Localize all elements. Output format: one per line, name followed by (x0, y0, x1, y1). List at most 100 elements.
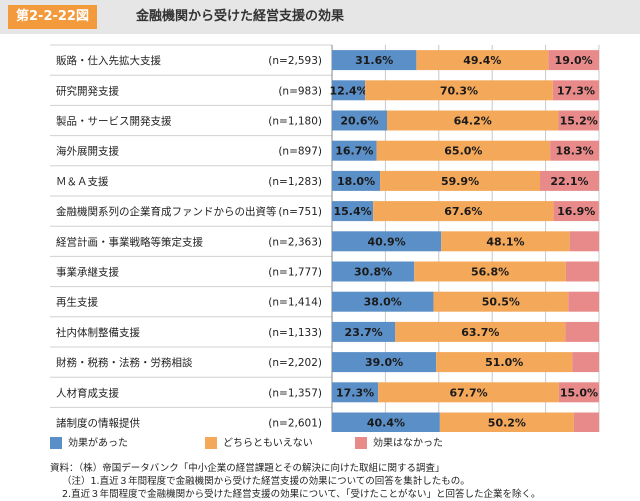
bar-segment (416, 50, 549, 71)
category-label: 経営計画・事業戦略等策定支援 (56, 235, 203, 248)
bar-segment (436, 352, 573, 373)
bar-segment (565, 261, 599, 282)
bar-segment (332, 352, 437, 373)
legend-label-not-effective: 効果はなかった (373, 438, 443, 449)
category-label: 金融機関系列の企業育成ファンドからの出資等 (56, 205, 277, 218)
data-label: 18.3% (555, 145, 593, 158)
data-label: 65.0% (444, 145, 482, 158)
category-label: 海外展開支援 (56, 145, 119, 158)
data-label: 51.0% (485, 356, 523, 369)
figure-title: 金融機関から受けた経営支援の効果 (136, 9, 345, 24)
category-label: 財務・税務・法務・労務相談 (56, 356, 193, 369)
bar-segment (332, 80, 366, 101)
legend-item-neutral: どちらともいえない (205, 437, 313, 451)
bar-segment (568, 291, 599, 312)
bar-segment (332, 201, 374, 222)
data-label: 67.6% (444, 205, 482, 218)
sample-size-label: (n=1,777) (268, 267, 322, 279)
bar-segment (395, 321, 566, 342)
bar-segment (569, 231, 599, 252)
bar-segment (332, 412, 440, 432)
bar-segment (387, 110, 559, 131)
legend-swatch-neutral (205, 437, 217, 449)
category-label: 人材育成支援 (56, 386, 119, 399)
bar-segment (414, 261, 566, 282)
data-label: 16.7% (335, 145, 373, 158)
category-label: 事業承継支援 (56, 266, 119, 279)
data-label: 59.9% (441, 175, 479, 188)
sample-size-label: (n=1,283) (268, 176, 322, 188)
data-label: 50.2% (488, 417, 526, 430)
bar-segment (558, 110, 599, 131)
data-label: 22.1% (550, 175, 588, 188)
bar-segment (332, 231, 442, 252)
data-label: 31.6% (355, 54, 393, 67)
bar-segment (332, 170, 381, 191)
data-label: 50.5% (482, 296, 520, 309)
bar-segment (558, 382, 599, 403)
bar-segment (332, 261, 415, 282)
bar-segment (332, 140, 377, 161)
data-label: 63.7% (461, 326, 499, 339)
data-label: 15.2% (560, 115, 598, 128)
bar-segment (552, 80, 599, 101)
data-label: 20.6% (340, 115, 378, 128)
data-label: 40.4% (367, 417, 405, 430)
sample-size-label: (n=897) (278, 146, 322, 158)
note-2: 2.直近３年間程度で金融機関から受けた経営支援の効果について、「受けたことがない… (62, 489, 541, 500)
legend-swatch-not-effective (355, 437, 367, 449)
bar-segment (332, 321, 396, 342)
category-label: 再生支援 (56, 296, 98, 309)
bar-segment (376, 140, 551, 161)
bar-segment (572, 352, 599, 373)
stacked-bar-chart: 0%20%40%60%80%100%販路・仕入先拡大支援(n=2,593)31.… (50, 44, 600, 432)
bar-segment (332, 382, 379, 403)
bar-segment (332, 291, 434, 312)
bar-segment (365, 80, 553, 101)
sample-size-label: (n=1,133) (268, 327, 322, 339)
data-label: 30.8% (354, 266, 392, 279)
data-label: 40.9% (368, 235, 406, 248)
bar-segment (573, 412, 599, 432)
legend-item-effective: 効果があった (50, 437, 128, 451)
sample-size-label: (n=2,601) (268, 418, 322, 430)
bar-segment (332, 50, 417, 71)
sample-size-label: (n=2,593) (268, 55, 322, 67)
bar-segment (332, 110, 388, 131)
figure-number: 第2-2-22図 (8, 5, 97, 29)
data-label: 17.3% (557, 84, 595, 97)
data-label: 67.7% (449, 386, 487, 399)
bar-segment (439, 412, 574, 432)
data-label: 15.4% (333, 205, 371, 218)
bar-segment (441, 231, 570, 252)
data-label: 56.8% (471, 266, 509, 279)
note-1: （注）1.直近３年間程度で金融機関から受けた経営支援の効果についての回答を集計し… (62, 476, 470, 487)
bar-segment (380, 170, 540, 191)
bar-segment (548, 50, 599, 71)
sample-size-label: (n=751) (278, 206, 322, 218)
sample-size-label: (n=2,202) (268, 357, 322, 369)
data-label: 23.7% (345, 326, 383, 339)
figure-header: 第2-2-22図 金融機関から受けた経営支援の効果 (0, 0, 640, 34)
legend-label-neutral: どちらともいえない (223, 438, 313, 449)
category-label: 研究開発支援 (56, 84, 119, 97)
data-label: 70.3% (440, 84, 478, 97)
legend-label-effective: 効果があった (68, 438, 128, 449)
bar-segment (539, 170, 599, 191)
sample-size-label: (n=1,414) (268, 297, 322, 309)
sample-size-label: (n=1,357) (268, 387, 322, 399)
data-label: 64.2% (454, 115, 492, 128)
data-label: 16.9% (557, 205, 595, 218)
bar-segment (433, 291, 569, 312)
data-label: 18.0% (337, 175, 375, 188)
source-note: 資料：（株）帝国データバンク「中小企業の経営課題とその解決に向けた取組に関する調… (50, 463, 445, 474)
category-label: Ｍ＆Ａ支援 (56, 175, 109, 188)
bar-segment (565, 321, 599, 342)
category-label: 販路・仕入先拡大支援 (56, 54, 161, 67)
data-label: 39.0% (365, 356, 403, 369)
data-label: 49.4% (463, 54, 501, 67)
bar-segment (550, 140, 599, 161)
bar-segment (553, 201, 599, 222)
bar-segment (378, 382, 559, 403)
data-label: 19.0% (555, 54, 593, 67)
